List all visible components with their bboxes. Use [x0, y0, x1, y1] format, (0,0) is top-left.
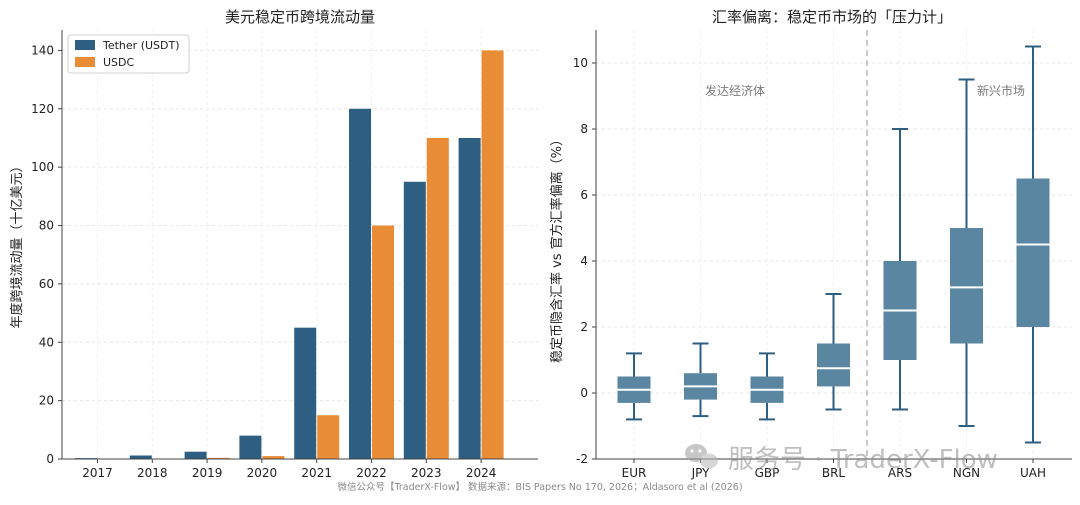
- bar-usdt: [458, 137, 481, 459]
- legend-label-usdc: USDC: [103, 56, 135, 69]
- box-iqr-brl: [817, 343, 850, 387]
- x-tick-label: GBP: [755, 466, 780, 480]
- bar-usdc: [426, 137, 449, 459]
- x-tick-label: 2020: [247, 466, 278, 480]
- box-chart-y-label: 稳定币隐含汇率 vs 官方汇率偏离（%）: [549, 133, 565, 363]
- x-tick-label: 2023: [411, 466, 442, 480]
- y-tick-label: 100: [31, 160, 54, 174]
- bar-chart-y-label: 年度跨境流动量（十亿美元）: [9, 159, 25, 328]
- bar-usdt: [294, 327, 317, 459]
- y-tick-label: 60: [39, 277, 54, 291]
- x-tick-label: EUR: [622, 466, 647, 480]
- legend-swatch-usdt: [75, 40, 95, 50]
- x-tick-label: 2019: [192, 466, 223, 480]
- x-tick-label: 2022: [356, 466, 387, 480]
- y-tick-label: 0: [580, 386, 588, 400]
- group-label-emerging: 新兴市场: [977, 83, 1025, 98]
- bar-usdc: [481, 50, 504, 460]
- x-tick-label: UAH: [1020, 466, 1046, 480]
- y-tick-label: 40: [39, 335, 54, 349]
- bar-chart-y-ticks: 0 20 40 60 80 100 120 140: [31, 43, 62, 466]
- bar-usdc: [207, 457, 230, 459]
- wechat-icon: [685, 444, 718, 469]
- bar-usdc: [262, 456, 285, 459]
- bar-usdt: [239, 435, 262, 459]
- box-chart: 汇率偏离：稳定币市场的「压力计」 -2 0 2 4 6 8 10 EUR JPY GBP BRL A…: [549, 8, 1072, 480]
- legend-swatch-usdc: [75, 57, 95, 67]
- y-tick-label: 10: [573, 56, 588, 70]
- x-tick-label: JPY: [691, 466, 711, 480]
- y-tick-label: 4: [580, 254, 588, 268]
- legend-label-usdt: Tether (USDT): [102, 39, 180, 52]
- bar-usdt: [184, 451, 207, 459]
- bar-usdt: [349, 108, 371, 459]
- group-label-developed: 发达经济体: [705, 83, 765, 98]
- y-tick-label: 120: [31, 102, 54, 116]
- y-tick-label: 8: [580, 122, 588, 136]
- y-tick-label: -2: [576, 452, 588, 466]
- bar-usdt: [129, 455, 152, 459]
- x-tick-label: 2018: [137, 466, 168, 480]
- legend-frame: [67, 34, 190, 74]
- box-iqr-ngn: [950, 228, 983, 344]
- footer-source-note: 微信公众号【TraderX-Flow】 数据来源：BIS Papers No 1…: [337, 481, 742, 493]
- y-tick-label: 140: [31, 43, 54, 57]
- box-chart-title: 汇率偏离：稳定币市场的「压力计」: [712, 8, 952, 26]
- box-chart-boxes: [617, 45, 1050, 444]
- bar-usdc: [317, 415, 340, 459]
- bar-chart-title: 美元稳定币跨境流动量: [225, 8, 375, 26]
- bar-chart-x-ticks: 2017 2018 2019 2020 2021 2022 2023 2024: [82, 459, 496, 480]
- x-tick-label: NGN: [953, 466, 980, 480]
- box-chart-y-ticks: -2 0 2 4 6 8 10: [573, 56, 596, 466]
- box-iqr-uah: [1016, 178, 1050, 327]
- watermark: 服务号 · TraderX-Flow: [685, 444, 998, 475]
- watermark-text: 服务号 · TraderX-Flow: [728, 445, 998, 475]
- x-tick-label: ARS: [888, 466, 912, 480]
- x-tick-label: 2024: [466, 466, 497, 480]
- bar-usdt: [403, 181, 426, 459]
- x-tick-label: BRL: [822, 466, 846, 480]
- y-tick-label: 6: [580, 188, 588, 202]
- y-tick-label: 0: [46, 452, 54, 466]
- y-tick-label: 2: [580, 320, 588, 334]
- box-chart-x-ticks: EUR JPY GBP BRL ARS NGN UAH: [622, 459, 1046, 480]
- bar-chart-bars: [75, 50, 504, 460]
- x-tick-label: 2017: [82, 466, 113, 480]
- y-tick-label: 80: [39, 219, 54, 233]
- y-tick-label: 20: [39, 394, 54, 408]
- x-tick-label: 2021: [301, 466, 332, 480]
- bar-usdc: [372, 225, 394, 459]
- bar-chart-legend: Tether (USDT) USDC: [67, 34, 190, 74]
